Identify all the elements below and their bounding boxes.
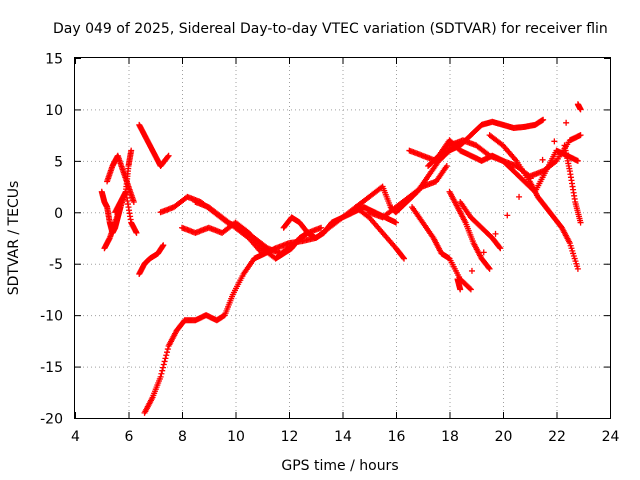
data-point	[574, 157, 581, 164]
data-point	[516, 193, 523, 200]
x-axis-label: GPS time / hours	[281, 458, 398, 474]
y-tick-label: -5	[49, 257, 63, 273]
data-point	[492, 230, 499, 237]
x-tick-label: 4	[71, 429, 80, 445]
y-tick-label: 0	[54, 206, 63, 222]
data-point	[159, 367, 166, 374]
data-point	[318, 224, 325, 231]
y-tick-label: 15	[45, 52, 63, 68]
data-point	[130, 199, 137, 205]
data-point	[164, 153, 171, 160]
data-point	[259, 250, 266, 257]
data-point	[157, 373, 164, 380]
data-point	[161, 358, 168, 365]
y-tick-label: 5	[54, 154, 63, 170]
y-tick-label: 10	[45, 103, 63, 119]
data-point	[133, 229, 140, 236]
x-tick-label: 14	[334, 429, 352, 445]
x-tick-label: 24	[602, 429, 620, 445]
tick-labels: 4 6 8 10 12 14 16 18 20 22 24 15 10 5 0 -5 -10 -15 -20	[40, 52, 619, 446]
plot-frame	[74, 57, 611, 419]
data-point	[164, 349, 171, 356]
data-point	[577, 132, 584, 139]
data-point	[158, 370, 165, 377]
data-point	[485, 264, 492, 271]
data-point	[163, 352, 170, 359]
data-point	[563, 119, 570, 126]
x-tick-label: 8	[178, 429, 187, 445]
x-tick-label: 10	[227, 429, 245, 445]
chart-title: Day 049 of 2025, Sidereal Day-to-day VTE…	[53, 21, 608, 37]
data-points	[98, 101, 584, 416]
data-point	[164, 346, 171, 353]
data-point	[457, 286, 464, 293]
grid-lines	[75, 58, 610, 418]
data-point	[128, 147, 135, 154]
data-point	[466, 285, 473, 292]
data-point	[393, 219, 399, 226]
data-point	[577, 219, 584, 226]
x-tick-label: 6	[125, 429, 134, 445]
data-point	[401, 255, 408, 262]
y-axis-label: SDTVAR / TECUs	[6, 181, 22, 296]
y-tick-label: -10	[40, 309, 63, 325]
data-point	[162, 355, 169, 362]
x-tick-label: 18	[441, 429, 459, 445]
y-tick-label: -20	[40, 412, 63, 428]
data-point	[468, 267, 475, 274]
data-point	[552, 158, 559, 165]
data-point	[551, 138, 558, 145]
data-point	[467, 286, 474, 293]
data-point	[539, 156, 546, 163]
data-point	[160, 361, 167, 368]
data-point	[160, 242, 167, 249]
data-point	[486, 265, 493, 272]
data-point	[527, 175, 534, 182]
data-point	[574, 265, 581, 272]
x-tick-label: 16	[388, 429, 406, 445]
data-point	[496, 244, 503, 251]
data-point	[540, 116, 547, 123]
data-point	[165, 152, 172, 159]
data-point	[480, 249, 487, 256]
data-point	[497, 245, 504, 252]
y-tick-label: -15	[40, 360, 63, 376]
x-tick-label: 22	[548, 429, 566, 445]
x-tick-label: 12	[281, 429, 299, 445]
data-point	[400, 254, 407, 261]
data-point	[577, 106, 584, 113]
x-tick-label: 20	[495, 429, 513, 445]
data-point	[160, 364, 167, 371]
data-point	[504, 212, 511, 219]
data-point	[443, 163, 450, 169]
